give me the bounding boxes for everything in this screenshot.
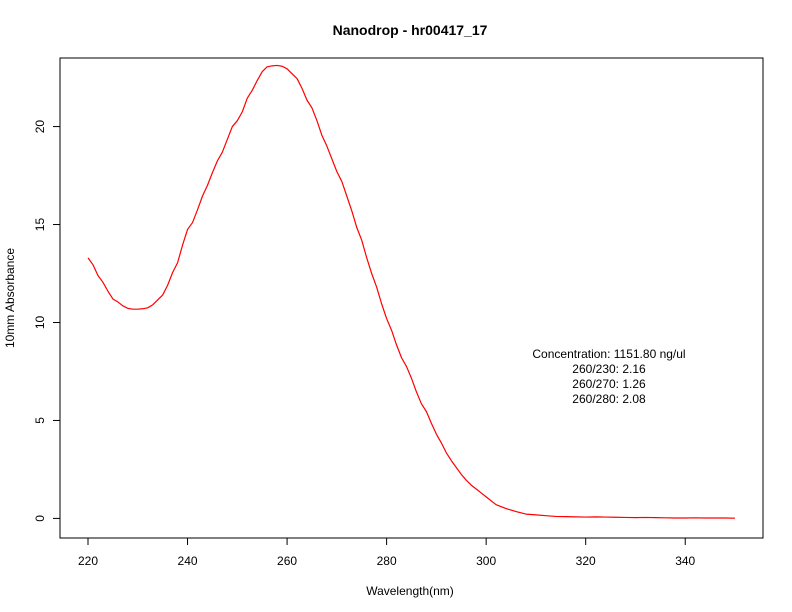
y-tick-label: 15: [33, 218, 47, 232]
annotation-line: 260/230: 2.16: [572, 362, 646, 376]
annotation-line: 260/280: 2.08: [572, 392, 646, 406]
x-tick-label: 240: [178, 554, 198, 568]
series-layer: [87, 64, 736, 519]
y-tick-label: 20: [33, 120, 47, 134]
y-axis-label: 10mm Absorbance: [3, 248, 17, 348]
x-tick-label: 220: [78, 554, 98, 568]
x-axis-label: Wavelength(nm): [366, 584, 454, 598]
x-tick-label: 260: [277, 554, 297, 568]
y-tick-label: 5: [33, 417, 47, 424]
y-axis: 0 5 10 15 20: [33, 120, 60, 522]
y-tick-label: 10: [33, 315, 47, 329]
x-tick-label: 300: [476, 554, 496, 568]
annotation-line: 260/270: 1.26: [572, 377, 646, 391]
annotation-line: Concentration: 1151.80 ng/ul: [532, 347, 685, 361]
chart-title: Nanodrop - hr00417_17: [333, 22, 488, 38]
x-tick-label: 280: [377, 554, 397, 568]
y-tick-label: 0: [33, 515, 47, 522]
x-tick-label: 320: [576, 554, 596, 568]
absorbance-series-line: [87, 64, 736, 519]
plot-frame: [59, 57, 764, 539]
x-axis: 220 240 260 280 300 320 340: [78, 538, 696, 568]
x-tick-label: 340: [675, 554, 695, 568]
